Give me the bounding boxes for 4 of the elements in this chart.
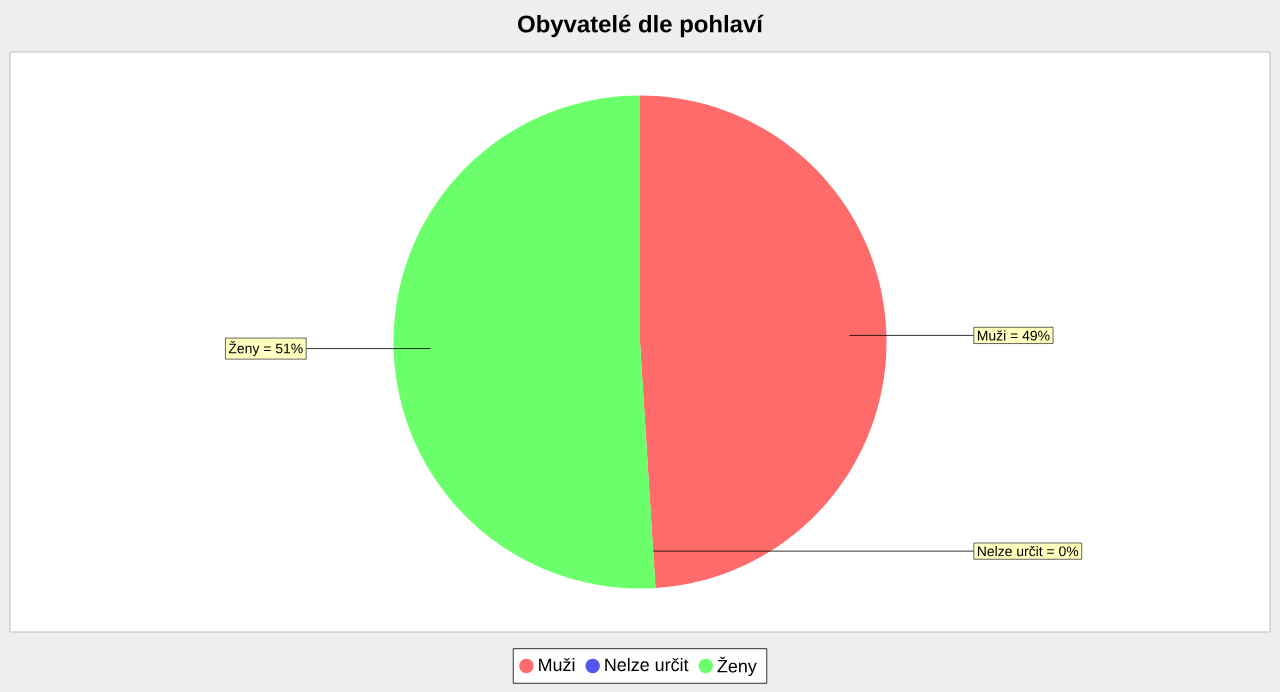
legend-label: Nelze určit [605,657,689,672]
legend-label: Muži [539,657,575,672]
legend-label: Ženy [717,656,757,677]
chart-title: Obyvatelé dle pohlaví [518,14,764,38]
